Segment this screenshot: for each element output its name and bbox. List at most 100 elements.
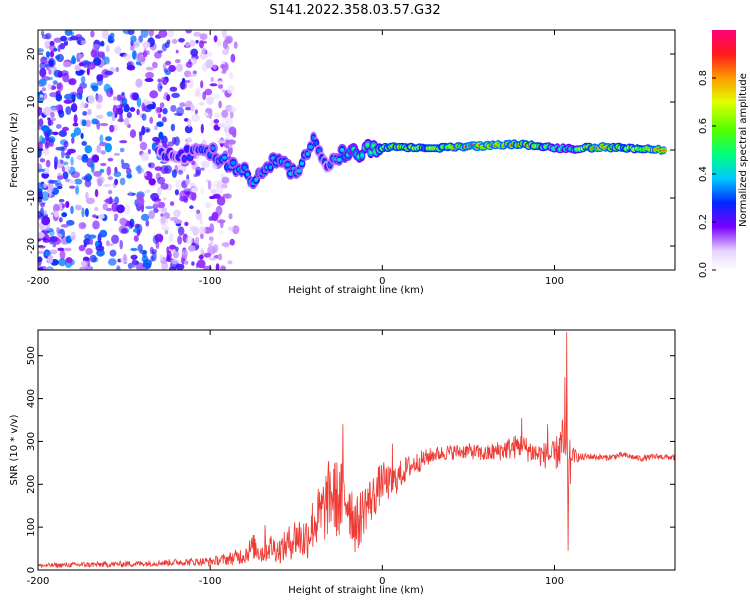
noise-cell: [157, 186, 162, 197]
noise-cell: [62, 171, 69, 180]
noise-cell: [44, 250, 51, 257]
noise-cell: [60, 35, 67, 42]
noise-cell: [166, 94, 171, 102]
noise-cell: [230, 53, 236, 63]
heatmap-x-axis-label: Height of straight line (km): [288, 285, 424, 296]
noise-cell: [208, 242, 213, 250]
noise-cell: [129, 218, 135, 228]
noise-cell: [57, 44, 61, 53]
noise-cell: [170, 123, 176, 132]
y-tick-label: 0: [26, 567, 37, 573]
noise-cell: [126, 112, 132, 119]
noise-cell: [85, 197, 95, 204]
noise-cell: [187, 78, 194, 89]
noise-cell: [52, 80, 58, 85]
noise-cell: [183, 188, 193, 195]
noise-cell: [99, 134, 104, 144]
noise-cell: [38, 125, 42, 130]
noise-cell: [183, 260, 189, 265]
noise-cell: [221, 176, 230, 184]
noise-cell: [47, 254, 54, 264]
noise-cell: [114, 196, 120, 205]
noise-cell: [210, 188, 217, 194]
noise-cell: [87, 94, 95, 104]
noise-cell: [53, 37, 63, 43]
noise-cell: [200, 186, 204, 196]
noise-cell: [60, 159, 64, 164]
noise-cell: [62, 126, 69, 132]
noise-cell: [228, 226, 234, 232]
noise-cell: [59, 42, 66, 50]
y-tick-label: 500: [26, 346, 37, 365]
noise-cell: [203, 252, 212, 258]
noise-cell: [126, 173, 133, 179]
noise-cell: [120, 159, 125, 165]
noise-cell: [200, 248, 204, 254]
noise-cell: [157, 50, 163, 54]
noise-cell: [74, 204, 82, 211]
noise-cell: [196, 209, 201, 214]
noise-cell: [74, 178, 83, 185]
noise-cell: [194, 87, 201, 94]
noise-cell: [140, 213, 150, 221]
noise-cell: [185, 61, 193, 68]
noise-cell: [141, 102, 146, 112]
noise-cell: [57, 175, 64, 180]
noise-cell: [81, 260, 89, 267]
noise-cell: [38, 250, 44, 254]
noise-cell: [159, 102, 165, 109]
ridge-core: [230, 160, 236, 165]
noise-cell: [208, 236, 214, 241]
ridge-core: [365, 142, 371, 147]
noise-cell: [103, 56, 110, 65]
noise-cell: [41, 34, 50, 40]
noise-cell: [198, 102, 205, 106]
noise-cell: [80, 101, 86, 109]
noise-cell: [215, 186, 224, 194]
noise-cell: [48, 44, 56, 51]
noise-cell: [184, 221, 189, 227]
noise-cell: [148, 178, 156, 186]
noise-cell: [69, 185, 76, 189]
ridge-core: [305, 152, 310, 156]
noise-cell: [75, 185, 80, 195]
colorbar-tick-label: 0.4: [698, 166, 709, 182]
noise-cell: [165, 60, 172, 66]
noise-cell: [109, 124, 115, 133]
noise-cell: [129, 129, 137, 139]
noise-cell: [185, 30, 192, 34]
noise-cell: [162, 78, 168, 86]
noise-cell: [178, 38, 185, 43]
noise-cell: [224, 193, 233, 200]
noise-cell: [213, 112, 222, 119]
noise-cell: [135, 53, 144, 63]
x-tick-label: 0: [379, 576, 385, 587]
noise-cell: [221, 48, 229, 56]
noise-cell: [200, 160, 210, 168]
noise-cell: [63, 247, 72, 252]
noise-cell: [193, 173, 198, 178]
noise-cell: [181, 249, 188, 259]
noise-cell: [161, 207, 167, 213]
noise-cell: [189, 40, 196, 47]
noise-cell: [100, 150, 106, 155]
noise-cell: [41, 92, 48, 100]
colorbar-tick-label: 0.8: [698, 70, 709, 86]
noise-cell: [45, 141, 51, 149]
noise-cell: [108, 189, 113, 195]
noise-cell: [216, 180, 223, 189]
y-tick-label: 100: [26, 518, 37, 537]
noise-cell: [61, 166, 65, 173]
noise-cell: [96, 74, 104, 82]
noise-cell: [55, 55, 61, 60]
noise-cell: [117, 118, 125, 123]
noise-cell: [42, 226, 50, 231]
noise-cell: [152, 136, 160, 142]
noise-cell: [145, 71, 155, 79]
noise-cell: [68, 78, 77, 86]
noise-cell: [138, 35, 144, 43]
noise-cell: [85, 119, 92, 128]
noise-cell: [200, 123, 204, 134]
noise-cell: [145, 205, 154, 210]
noise-cell: [84, 175, 88, 182]
